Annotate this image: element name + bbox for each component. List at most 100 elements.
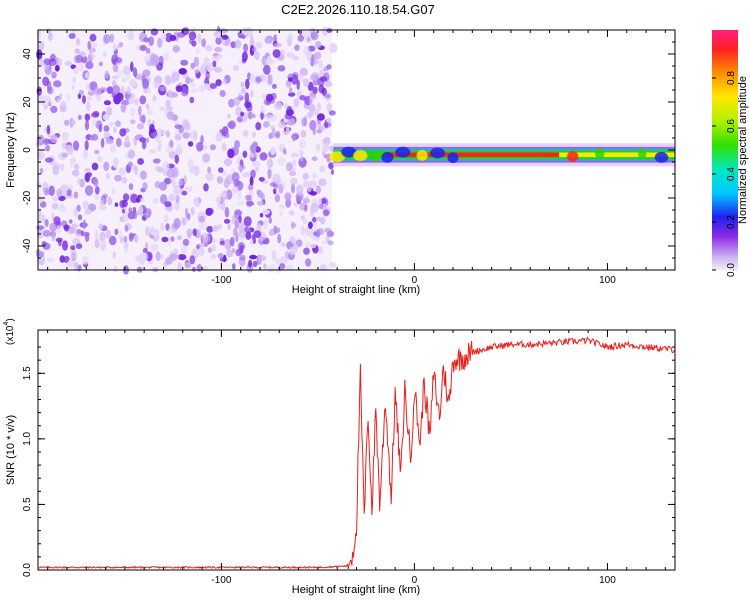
noise-blob — [256, 189, 261, 196]
noise-blob — [277, 65, 286, 72]
noise-blob — [89, 33, 97, 42]
noise-blob — [225, 132, 230, 139]
noise-blob — [69, 159, 74, 168]
noise-blob — [240, 111, 245, 117]
noise-blob — [165, 99, 172, 109]
noise-blob — [263, 263, 267, 270]
noise-blob — [69, 219, 73, 224]
snr-x-axis: -100 0 100 — [47, 330, 666, 586]
noise-blob — [255, 122, 262, 131]
noise-blob — [321, 239, 326, 245]
noise-blob — [111, 75, 120, 80]
noise-blob — [150, 28, 159, 36]
noise-blob — [84, 72, 90, 79]
noise-blob — [72, 237, 80, 246]
noise-blob — [237, 221, 245, 232]
noise-blob — [154, 135, 160, 143]
noise-blob — [288, 77, 293, 82]
band-knot — [416, 149, 428, 161]
band-knot — [381, 151, 394, 163]
noise-blob — [309, 191, 317, 196]
noise-blob — [269, 182, 276, 187]
noise-blob — [318, 204, 324, 210]
noise-blob — [73, 67, 79, 74]
noise-blob — [142, 182, 148, 191]
noise-blob — [271, 250, 277, 261]
noise-blob — [270, 114, 277, 122]
noise-blob — [135, 197, 140, 203]
noise-blob — [158, 181, 168, 191]
noise-blob — [278, 184, 284, 194]
noise-blob — [85, 61, 94, 70]
noise-blob — [138, 205, 144, 216]
noise-blob — [61, 131, 69, 142]
noise-blob — [315, 143, 321, 152]
noise-blob — [121, 208, 126, 214]
noise-blob — [91, 119, 97, 127]
noise-blob — [289, 177, 298, 185]
noise-blob — [317, 102, 322, 112]
noise-blob — [277, 157, 286, 166]
noise-blob — [94, 149, 100, 155]
noise-blob — [113, 265, 118, 273]
noise-blob — [291, 167, 296, 173]
noise-blob — [44, 219, 49, 227]
noise-blob — [285, 162, 293, 172]
band-knot — [654, 151, 669, 163]
noise-blob — [44, 139, 52, 144]
noise-blob — [167, 227, 176, 234]
noise-blob — [327, 240, 334, 246]
noise-blob — [79, 178, 85, 188]
noise-blob — [127, 161, 133, 168]
noise-blob — [115, 137, 122, 147]
noise-blob — [105, 229, 112, 239]
noise-blob — [101, 239, 107, 248]
x-tick-label: 100 — [599, 575, 616, 586]
noise-blob — [91, 133, 99, 141]
noise-blob — [106, 106, 113, 116]
noise-blob — [212, 60, 217, 67]
noise-blob — [152, 158, 161, 164]
noise-blob — [57, 98, 61, 104]
noise-blob — [101, 197, 106, 205]
noise-blob — [77, 214, 83, 221]
noise-blob — [321, 26, 329, 37]
x-tick-label: 0 — [412, 575, 418, 586]
noise-blob — [249, 176, 254, 187]
noise-blob — [148, 36, 154, 46]
noise-blob — [174, 154, 179, 164]
noise-blob — [109, 144, 116, 154]
noise-blob — [163, 214, 169, 223]
noise-blob — [73, 163, 80, 170]
noise-blob — [56, 188, 63, 198]
noise-blob — [290, 221, 295, 230]
noise-blob — [67, 227, 76, 235]
noise-blob — [258, 176, 265, 182]
noise-blob — [123, 243, 128, 254]
band-knot — [594, 148, 605, 160]
noise-blob — [232, 65, 239, 71]
noise-blob — [82, 149, 88, 160]
noise-blob — [113, 94, 121, 105]
noise-blob — [259, 212, 264, 218]
noise-blob — [59, 255, 66, 263]
noise-blob — [36, 86, 42, 96]
noise-blob — [238, 92, 242, 98]
noise-blob — [304, 196, 309, 202]
noise-blob — [272, 173, 280, 182]
noise-blob — [172, 45, 180, 53]
noise-blob — [331, 43, 336, 51]
noise-blob — [170, 236, 175, 242]
noise-blob — [59, 203, 65, 209]
noise-blob — [320, 137, 329, 147]
noise-blob — [43, 104, 48, 110]
noise-blob — [139, 197, 145, 203]
noise-blob — [94, 239, 100, 249]
noise-blob — [237, 242, 245, 251]
noise-blob — [249, 35, 254, 45]
noise-blob — [227, 121, 235, 129]
noise-blob — [153, 81, 160, 89]
noise-blob — [76, 243, 83, 250]
noise-blob — [212, 225, 219, 232]
